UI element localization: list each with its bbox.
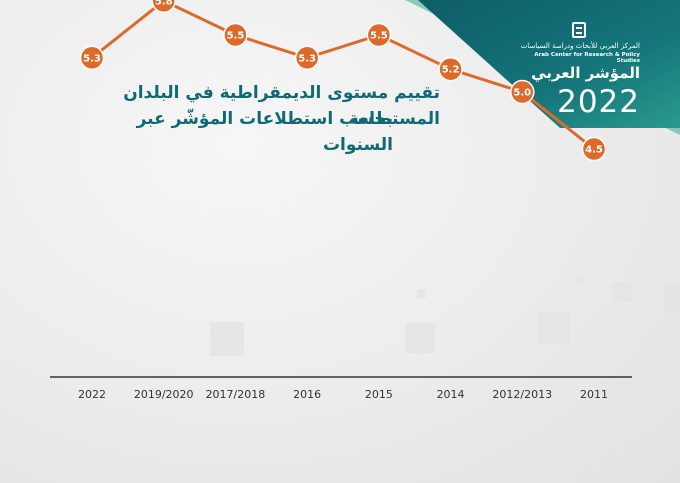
data-label: 4.5 xyxy=(585,145,603,156)
data-point-marker xyxy=(223,22,248,48)
data-point: 5.2 xyxy=(438,56,463,82)
data-point: 5.8 xyxy=(151,0,176,14)
data-point-marker xyxy=(79,45,105,71)
decorative-square xyxy=(575,275,583,283)
data-label: 5.8 xyxy=(155,0,173,7)
data-point-marker xyxy=(510,79,535,105)
decorative-square xyxy=(612,282,632,302)
organization-name-english: Arab Center for Research & Policy Studie… xyxy=(534,52,640,64)
x-tick-label: 2019/2020 xyxy=(134,388,194,401)
x-tick-label: 2014 xyxy=(437,388,465,401)
arab-center-logo-icon xyxy=(572,22,586,38)
data-point-marker xyxy=(366,22,392,48)
data-label: 5.5 xyxy=(370,31,388,42)
data-point: 5.3 xyxy=(294,45,320,71)
decorative-square xyxy=(538,312,570,344)
x-tick-label: 2016 xyxy=(293,388,321,401)
data-point-marker xyxy=(438,56,463,82)
brand-year: 2022 xyxy=(557,84,640,120)
x-tick-label: 2017/2018 xyxy=(206,388,266,401)
data-label: 5.5 xyxy=(227,31,245,42)
data-point: 4.5 xyxy=(581,136,607,162)
series-line xyxy=(90,0,596,151)
chart-subtitle: بحسب استطلاعات المؤشّر عبر السنوات xyxy=(136,109,393,155)
data-label: 5.2 xyxy=(442,65,460,76)
decorative-square xyxy=(405,323,435,353)
x-tick-label: 2012/2013 xyxy=(492,388,552,401)
data-point-marker xyxy=(294,45,320,71)
x-axis-ticks: 2022 2019/2020 2017/2018 2016 2015 2014 2012/2… xyxy=(78,388,608,401)
x-tick-label: 2011 xyxy=(580,388,608,401)
data-point-marker xyxy=(581,136,607,162)
decorative-square xyxy=(417,289,426,298)
organization-name-arabic: المركز العربي للأبحاث ودراسة السياسات xyxy=(520,42,640,50)
decorative-square xyxy=(664,282,680,312)
x-tick-label: 2015 xyxy=(365,388,393,401)
x-tick-label: 2022 xyxy=(78,388,106,401)
data-point: 5.5 xyxy=(223,22,248,48)
data-point-marker xyxy=(151,0,176,14)
data-label: 5.0 xyxy=(513,88,531,99)
decorative-square xyxy=(210,322,244,356)
brand-title: المؤشر العربي xyxy=(531,64,640,82)
data-label: 5.3 xyxy=(83,53,101,64)
data-label: 5.3 xyxy=(298,53,316,64)
data-point: 5.5 xyxy=(366,22,392,48)
data-point: 5.3 xyxy=(79,45,105,71)
data-markers: 5.3 5.8 5.5 5.3 5.5 5.2 5.0 4.5 xyxy=(79,0,607,162)
data-point: 5.0 xyxy=(510,79,535,105)
chart-title: تقييم مستوى الديمقراطية في البلدان المست… xyxy=(123,83,440,129)
